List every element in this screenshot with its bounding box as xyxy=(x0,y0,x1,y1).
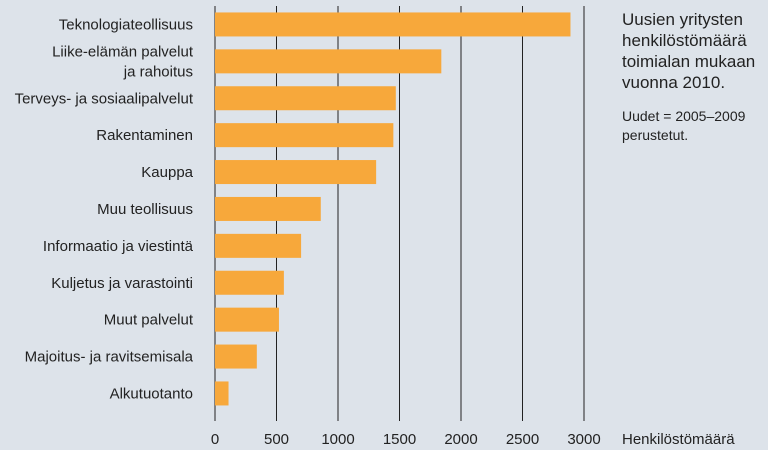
note-title: Uusien yritysten henkilöstömäärä toimial… xyxy=(622,10,756,92)
bar xyxy=(215,381,229,406)
category-label: Rakentaminen xyxy=(96,127,193,144)
category-label: Informaatio ja viestintä xyxy=(43,238,194,255)
category-label: Teknologiateollisuus xyxy=(59,16,193,33)
bar xyxy=(215,86,396,111)
bar xyxy=(215,270,284,295)
bar xyxy=(215,233,302,258)
bar xyxy=(215,196,321,221)
category-label: Muu teollisuus xyxy=(97,201,193,218)
bar xyxy=(215,307,279,332)
bar xyxy=(215,49,442,74)
category-labels: Teknologiateollisuus Liike-elämän palvelu… xyxy=(15,16,194,402)
x-tick-label: 2000 xyxy=(444,431,477,448)
bar xyxy=(215,344,257,369)
category-label: Muut palvelut xyxy=(104,312,194,329)
category-label: Majoitus- ja ravitsemisala xyxy=(25,349,194,366)
x-tick-label: 3000 xyxy=(567,431,600,448)
x-tick-label: 1000 xyxy=(321,431,354,448)
note-subtitle: Uudet = 2005–2009 perustetut. xyxy=(622,108,746,143)
category-label: Alkutuotanto xyxy=(110,385,193,402)
chart-note: Uusien yritysten henkilöstömäärä toimial… xyxy=(622,9,762,145)
category-label: Kauppa xyxy=(141,164,193,181)
bar xyxy=(215,123,394,148)
x-tick-label: 2500 xyxy=(506,431,539,448)
category-label: Kuljetus ja varastointi xyxy=(51,275,193,292)
gridlines xyxy=(214,6,585,421)
x-axis-label: Henkilöstömäärä xyxy=(622,431,735,448)
x-tick-label: 1500 xyxy=(383,431,416,448)
category-label: Terveys- ja sosiaalipalvelut xyxy=(15,90,194,107)
x-axis-ticks: 0 500 1000 1500 2000 2500 3000 xyxy=(211,431,601,448)
bar xyxy=(215,160,377,185)
bar xyxy=(215,12,571,37)
bars xyxy=(215,12,571,406)
category-label: Liike-elämän palvelut ja rahoitus xyxy=(52,43,194,80)
x-tick-label: 500 xyxy=(264,431,289,448)
x-tick-label: 0 xyxy=(211,431,219,448)
